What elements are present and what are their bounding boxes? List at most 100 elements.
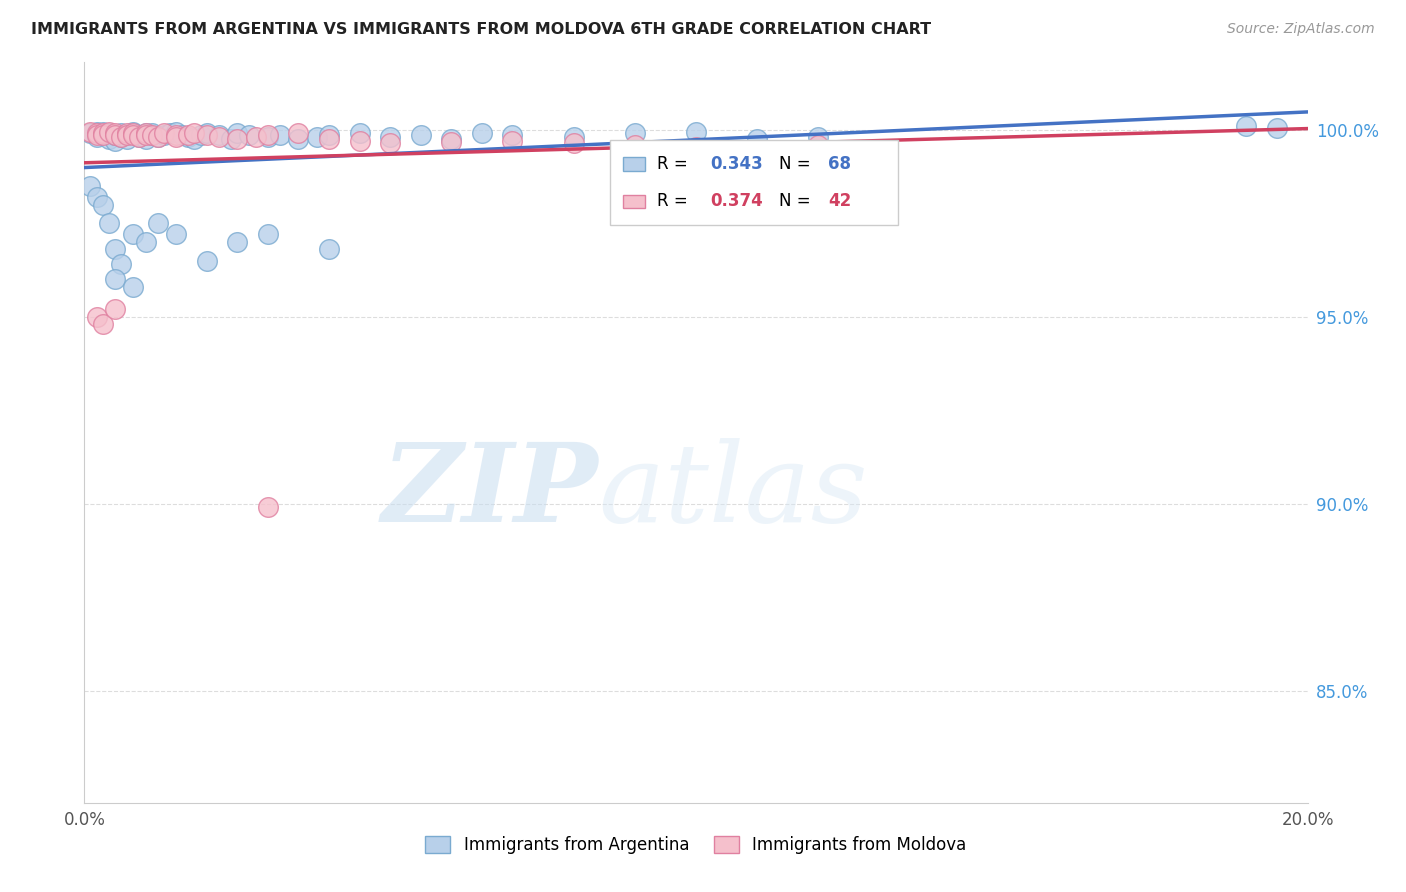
Point <box>135 127 157 141</box>
Point <box>110 130 132 145</box>
Point <box>245 130 267 145</box>
Point <box>110 130 132 145</box>
Point <box>104 302 127 317</box>
Point <box>177 130 200 145</box>
Point <box>807 130 830 145</box>
Text: ZIP: ZIP <box>381 438 598 546</box>
Point <box>110 127 132 141</box>
Point <box>86 127 108 141</box>
Text: Source: ZipAtlas.com: Source: ZipAtlas.com <box>1227 22 1375 37</box>
Point <box>183 127 205 141</box>
Point <box>409 128 432 143</box>
Point <box>122 125 145 139</box>
Point <box>562 136 585 150</box>
Point <box>86 125 108 139</box>
Text: 42: 42 <box>828 193 851 211</box>
Point <box>807 137 830 152</box>
Point <box>440 135 463 149</box>
Point <box>349 134 371 148</box>
Point <box>685 139 707 153</box>
Point <box>115 128 138 143</box>
Point <box>153 127 176 141</box>
Point <box>183 132 205 146</box>
Point <box>146 130 169 145</box>
Point <box>177 128 200 143</box>
Text: N =: N = <box>779 193 815 211</box>
Point <box>165 128 187 143</box>
Point <box>135 127 157 141</box>
Point <box>135 235 157 249</box>
Text: R =: R = <box>657 155 693 173</box>
Point <box>79 178 101 193</box>
Point <box>91 127 114 141</box>
Point <box>195 253 218 268</box>
Point <box>110 257 132 271</box>
Point <box>349 127 371 141</box>
Point <box>122 128 145 143</box>
Point <box>104 128 127 143</box>
Point <box>318 243 340 257</box>
Point <box>747 132 769 146</box>
Point <box>135 128 157 143</box>
Point <box>624 127 647 141</box>
Point <box>115 127 138 141</box>
Point <box>1265 120 1288 135</box>
Point <box>97 125 120 139</box>
Point <box>86 128 108 143</box>
Point <box>502 134 524 148</box>
Point <box>97 216 120 230</box>
Point <box>141 127 163 141</box>
Point <box>86 310 108 324</box>
Point <box>238 128 260 143</box>
Point <box>115 128 138 143</box>
Point <box>122 127 145 141</box>
Text: atlas: atlas <box>598 438 868 546</box>
Point <box>153 128 176 143</box>
Point <box>318 132 340 146</box>
Point <box>122 227 145 242</box>
Bar <box>623 157 644 170</box>
Point <box>440 132 463 146</box>
FancyBboxPatch shape <box>610 140 898 226</box>
Point <box>91 317 114 331</box>
Point <box>318 128 340 143</box>
Point <box>91 128 114 143</box>
Point <box>257 128 280 143</box>
Point <box>219 132 242 146</box>
Point <box>146 216 169 230</box>
Point <box>91 128 114 143</box>
Point <box>146 130 169 145</box>
Point <box>79 125 101 139</box>
Point <box>195 128 218 143</box>
Point <box>226 127 249 141</box>
Point <box>104 134 127 148</box>
Point <box>122 280 145 294</box>
Point <box>502 128 524 143</box>
Point <box>305 130 328 145</box>
Point <box>122 127 145 141</box>
Point <box>380 136 402 150</box>
Point <box>97 127 120 141</box>
Point <box>159 127 181 141</box>
Point <box>135 132 157 146</box>
Point <box>104 243 127 257</box>
Point <box>1236 119 1258 133</box>
Point <box>104 127 127 141</box>
Point <box>172 128 194 143</box>
Point <box>208 128 231 143</box>
Point <box>165 130 187 145</box>
Point <box>91 197 114 211</box>
Point <box>86 130 108 145</box>
Point <box>471 127 494 141</box>
Point <box>97 132 120 146</box>
Point <box>226 132 249 146</box>
Point <box>115 132 138 146</box>
Point <box>79 127 101 141</box>
Point <box>128 130 150 145</box>
Point <box>287 132 309 146</box>
Text: R =: R = <box>657 193 693 211</box>
Point <box>195 127 218 141</box>
Point <box>86 190 108 204</box>
Point <box>287 127 309 141</box>
Text: N =: N = <box>779 155 815 173</box>
